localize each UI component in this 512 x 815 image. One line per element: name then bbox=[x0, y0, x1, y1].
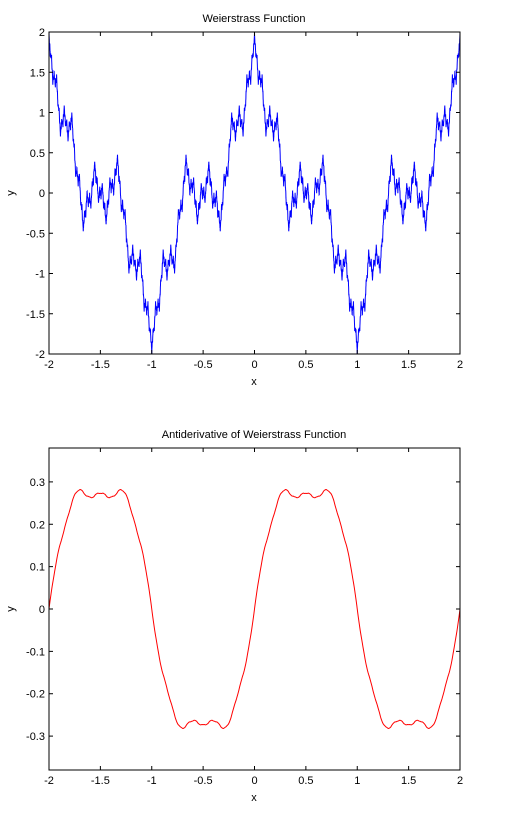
x-tick-label: -1.5 bbox=[91, 775, 110, 787]
x-tick-label: 0.5 bbox=[298, 775, 313, 787]
antiderivative-plot: Antiderivative of Weierstrass Function -… bbox=[5, 429, 463, 804]
plot-area bbox=[49, 32, 460, 354]
x-tick-label: 1 bbox=[354, 775, 360, 787]
chart-title: Weierstrass Function bbox=[202, 13, 305, 25]
x-tick-label: 0.5 bbox=[298, 359, 313, 371]
x-tick-label: 0 bbox=[251, 359, 257, 371]
x-tick-label: 1 bbox=[354, 359, 360, 371]
x-axis-ticks: -2 -1.5 -1 -0.5 0 0.5 1 1.5 2 bbox=[44, 448, 463, 787]
y-axis-ticks: -2 -1.5 -1 -0.5 0 0.5 1 1.5 2 bbox=[26, 27, 460, 361]
x-tick-label: -1 bbox=[147, 775, 157, 787]
y-tick-label: 0 bbox=[39, 604, 45, 616]
y-tick-label: 1 bbox=[39, 108, 45, 120]
series-line bbox=[49, 32, 460, 354]
y-tick-label: -0.1 bbox=[26, 646, 45, 658]
y-tick-label: 2 bbox=[39, 27, 45, 39]
plot-area bbox=[49, 489, 460, 729]
x-axis-label: x bbox=[251, 376, 257, 388]
x-tick-label: -2 bbox=[44, 775, 54, 787]
x-axis-label: x bbox=[251, 792, 257, 804]
series-line bbox=[49, 489, 460, 729]
y-tick-label: -2 bbox=[35, 349, 45, 361]
x-tick-label: -1 bbox=[147, 359, 157, 371]
x-tick-label: -0.5 bbox=[194, 359, 213, 371]
y-tick-label: 0.1 bbox=[30, 562, 45, 574]
y-axis-ticks: -0.3 -0.2 -0.1 0 0.1 0.2 0.3 bbox=[26, 477, 460, 743]
y-axis-label: y bbox=[5, 190, 17, 196]
x-tick-label: 2 bbox=[457, 359, 463, 371]
y-tick-label: -0.5 bbox=[26, 228, 45, 240]
y-tick-label: -1.5 bbox=[26, 309, 45, 321]
y-tick-label: 0.5 bbox=[30, 148, 45, 160]
y-tick-label: 0.2 bbox=[30, 519, 45, 531]
y-tick-label: 1.5 bbox=[30, 67, 45, 79]
axes-box bbox=[48, 31, 461, 355]
chart-title: Antiderivative of Weierstrass Function bbox=[162, 429, 346, 441]
x-tick-label: 1.5 bbox=[401, 775, 416, 787]
x-tick-label: 2 bbox=[457, 775, 463, 787]
y-tick-label: -0.3 bbox=[26, 731, 45, 743]
x-axis-ticks: -2 -1.5 -1 -0.5 0 0.5 1 1.5 2 bbox=[44, 32, 463, 371]
y-tick-label: -0.2 bbox=[26, 689, 45, 701]
y-axis-label: y bbox=[5, 606, 17, 612]
y-tick-label: 0 bbox=[39, 188, 45, 200]
x-tick-label: 1.5 bbox=[401, 359, 416, 371]
x-tick-label: -0.5 bbox=[194, 775, 213, 787]
y-tick-label: -1 bbox=[35, 269, 45, 281]
x-tick-label: -1.5 bbox=[91, 359, 110, 371]
x-tick-label: 0 bbox=[251, 775, 257, 787]
weierstrass-plot: Weierstrass Function -2 -1.5 -1 -0.5 0 0.5 1 1.… bbox=[5, 13, 463, 388]
y-tick-label: 0.3 bbox=[30, 477, 45, 489]
x-tick-label: -2 bbox=[44, 359, 54, 371]
